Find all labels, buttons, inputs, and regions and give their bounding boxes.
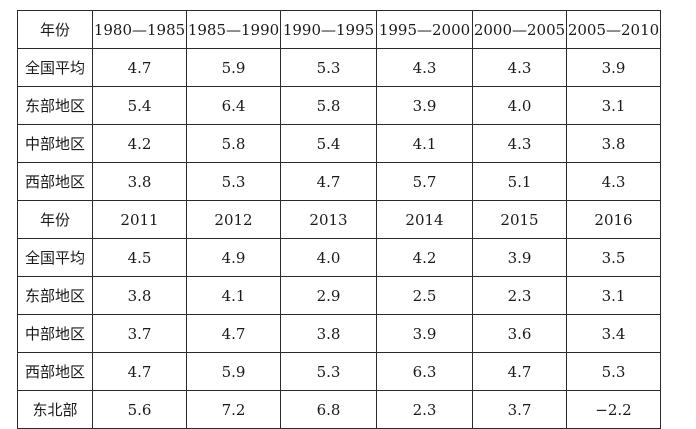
header-period-cell: 2013 [280, 200, 377, 239]
value-cell: 5.4 [280, 124, 377, 163]
region-label-cell: 东部地区 [17, 86, 93, 125]
value-cell: 4.1 [186, 276, 281, 315]
header-row: 年份 1980—1985 1985—1990 1990—1995 1995—2000 20… [17, 10, 661, 49]
value-cell: 4.2 [92, 124, 187, 163]
regional-growth-table: 年份 1980—1985 1985—1990 1990—1995 1995—2000 20… [17, 10, 661, 429]
header-period-cell: 1985—1990 [186, 10, 281, 49]
value-cell: 3.8 [280, 314, 377, 353]
table-row: 东部地区 5.4 6.4 5.8 3.9 4.0 3.1 [17, 86, 661, 125]
value-cell: 5.9 [186, 352, 281, 391]
value-cell: 3.4 [566, 314, 661, 353]
header-period-cell: 2005—2010 [566, 10, 661, 49]
value-cell: 4.3 [472, 124, 567, 163]
header-period-cell: 2016 [566, 200, 661, 239]
value-cell: 4.0 [472, 86, 567, 125]
header-period-cell: 1990—1995 [280, 10, 377, 49]
value-cell: 5.4 [92, 86, 187, 125]
value-cell: 2.5 [376, 276, 473, 315]
value-cell: 3.8 [566, 124, 661, 163]
value-cell: 3.8 [92, 276, 187, 315]
value-cell: 2.3 [472, 276, 567, 315]
data-table-container: 年份 1980—1985 1985—1990 1990—1995 1995—2000 20… [17, 10, 661, 429]
value-cell: 4.0 [280, 238, 377, 277]
value-cell: 7.2 [186, 390, 281, 429]
value-cell: 4.1 [376, 124, 473, 163]
table-row: 东部地区 3.8 4.1 2.9 2.5 2.3 3.1 [17, 276, 661, 315]
value-cell: 3.7 [472, 390, 567, 429]
value-cell: 3.7 [92, 314, 187, 353]
table-row: 西部地区 4.7 5.9 5.3 6.3 4.7 5.3 [17, 352, 661, 391]
region-label-cell: 东北部 [17, 390, 93, 429]
value-cell: 4.7 [92, 352, 187, 391]
table-row: 全国平均 4.7 5.9 5.3 4.3 4.3 3.9 [17, 48, 661, 87]
header-period-cell: 2014 [376, 200, 473, 239]
value-cell: 5.9 [186, 48, 281, 87]
value-cell: 4.7 [92, 48, 187, 87]
table-body: 年份 1980—1985 1985—1990 1990—1995 1995—2000 20… [17, 10, 661, 429]
header-period-cell: 1980—1985 [92, 10, 187, 49]
region-label-cell: 东部地区 [17, 276, 93, 315]
value-cell: 6.8 [280, 390, 377, 429]
value-cell: 3.5 [566, 238, 661, 277]
value-cell: 6.4 [186, 86, 281, 125]
table-row: 东北部 5.6 7.2 6.8 2.3 3.7 −2.2 [17, 390, 661, 429]
value-cell: 3.1 [566, 276, 661, 315]
value-cell: 4.7 [472, 352, 567, 391]
value-cell: 4.2 [376, 238, 473, 277]
value-cell: 5.6 [92, 390, 187, 429]
value-cell: 4.3 [566, 162, 661, 201]
value-cell: 4.3 [376, 48, 473, 87]
value-cell: 3.1 [566, 86, 661, 125]
value-cell: 3.8 [92, 162, 187, 201]
header-period-cell: 2011 [92, 200, 187, 239]
table-row: 全国平均 4.5 4.9 4.0 4.2 3.9 3.5 [17, 238, 661, 277]
value-cell: −2.2 [566, 390, 661, 429]
region-label-cell: 西部地区 [17, 162, 93, 201]
value-cell: 5.3 [280, 48, 377, 87]
table-row: 西部地区 3.8 5.3 4.7 5.7 5.1 4.3 [17, 162, 661, 201]
value-cell: 3.9 [472, 238, 567, 277]
region-label-cell: 全国平均 [17, 238, 93, 277]
value-cell: 4.9 [186, 238, 281, 277]
header-period-cell: 2000—2005 [472, 10, 567, 49]
header-label-cell: 年份 [17, 10, 93, 49]
header-period-cell: 1995—2000 [376, 10, 473, 49]
value-cell: 2.9 [280, 276, 377, 315]
value-cell: 5.8 [186, 124, 281, 163]
value-cell: 6.3 [376, 352, 473, 391]
value-cell: 5.7 [376, 162, 473, 201]
value-cell: 3.9 [376, 314, 473, 353]
table-row: 中部地区 4.2 5.8 5.4 4.1 4.3 3.8 [17, 124, 661, 163]
header-period-cell: 2012 [186, 200, 281, 239]
header-period-cell: 2015 [472, 200, 567, 239]
value-cell: 5.3 [566, 352, 661, 391]
region-label-cell: 中部地区 [17, 124, 93, 163]
value-cell: 3.6 [472, 314, 567, 353]
value-cell: 5.3 [280, 352, 377, 391]
header-row: 年份 2011 2012 2013 2014 2015 2016 [17, 200, 661, 239]
region-label-cell: 中部地区 [17, 314, 93, 353]
value-cell: 4.7 [280, 162, 377, 201]
value-cell: 3.9 [376, 86, 473, 125]
table-row: 中部地区 3.7 4.7 3.8 3.9 3.6 3.4 [17, 314, 661, 353]
value-cell: 4.5 [92, 238, 187, 277]
value-cell: 2.3 [376, 390, 473, 429]
region-label-cell: 全国平均 [17, 48, 93, 87]
value-cell: 5.8 [280, 86, 377, 125]
value-cell: 5.1 [472, 162, 567, 201]
value-cell: 4.7 [186, 314, 281, 353]
value-cell: 4.3 [472, 48, 567, 87]
value-cell: 5.3 [186, 162, 281, 201]
region-label-cell: 西部地区 [17, 352, 93, 391]
header-label-cell: 年份 [17, 200, 93, 239]
value-cell: 3.9 [566, 48, 661, 87]
